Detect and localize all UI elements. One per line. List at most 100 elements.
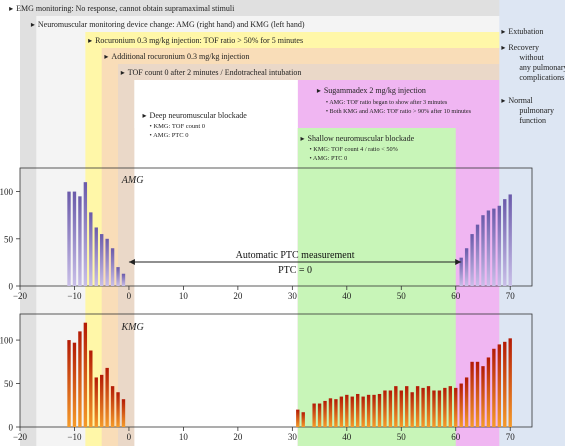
x-tick-label: 60 <box>451 432 461 442</box>
bar <box>83 182 88 286</box>
amg-panel: AMG 0 50 100 −20 −10 0 10 20 30 40 50 60 70 Automatic … <box>0 167 533 301</box>
bar <box>503 341 507 427</box>
phase-label-bullet: ▸ <box>31 20 35 29</box>
bar <box>67 340 71 427</box>
x-tick-label: 20 <box>233 291 243 301</box>
sugammadex-bullet: ▸ <box>317 86 321 95</box>
bar <box>497 344 502 427</box>
sugammadex-item: • AMG: TOF ratio began to show after 3 m… <box>326 99 448 106</box>
bar <box>475 361 480 427</box>
bar <box>89 212 93 286</box>
bar <box>481 215 485 286</box>
bar <box>110 248 115 286</box>
bar <box>377 393 382 427</box>
bar <box>89 350 93 427</box>
bar <box>464 377 469 427</box>
phase-label-text: TOF count 0 after 2 minutes / Endotrache… <box>128 68 302 77</box>
bar <box>366 394 371 427</box>
phase-label: ▸ Additional rocuronium 0.3 mg/kg injecti… <box>104 52 249 61</box>
bar <box>388 390 393 427</box>
annotation-title: Automatic PTC measurement <box>236 250 355 261</box>
bar <box>100 374 104 427</box>
x-tick-label: 0 <box>127 432 132 442</box>
bar <box>301 412 305 427</box>
phase-labels: ▸ EMG monitoring: No response, cannot obt… <box>9 4 565 162</box>
annotation-subtitle: PTC = 0 <box>278 265 312 276</box>
phase-label: ▸ EMG monitoring: No response, cannot obt… <box>9 4 235 13</box>
plot-frame <box>19 167 533 287</box>
phase-label-bullet: ▸ <box>9 4 13 13</box>
bar <box>399 390 403 427</box>
bar <box>78 331 82 427</box>
x-tick-label: −10 <box>67 432 82 442</box>
bar <box>470 234 474 286</box>
x-tick-label: 70 <box>506 432 516 442</box>
bar <box>105 238 109 286</box>
outcome-line: Normal <box>508 96 533 105</box>
bar <box>394 386 398 427</box>
bar <box>345 394 349 427</box>
outcome-line: any pulmonary <box>519 63 565 72</box>
shallow-blockade-title: Shallow neuromuscular blockade <box>308 134 415 143</box>
x-tick-label: 40 <box>342 291 352 301</box>
bar <box>121 273 126 286</box>
sugammadex-title: Sugammadex 2 mg/kg injection <box>324 86 426 95</box>
shallow-blockade-region <box>297 128 456 446</box>
x-tick-label: 10 <box>179 432 189 442</box>
phase-backgrounds <box>20 0 565 446</box>
bar <box>121 399 126 427</box>
bar <box>503 199 507 286</box>
bar <box>432 390 436 427</box>
phase-label-text: EMG monitoring: No response, cannot obta… <box>16 4 235 13</box>
x-tick-label: 20 <box>233 432 243 442</box>
outcome-line: function <box>519 116 546 125</box>
shallow-blockade-item: • KMG: TOF count 4 / ratio < 50% <box>310 146 399 153</box>
bar <box>508 338 512 427</box>
bar <box>94 377 98 427</box>
bar <box>464 248 469 286</box>
plot-frame <box>19 313 533 428</box>
bar <box>372 394 376 427</box>
bar <box>67 191 71 286</box>
bar <box>312 403 316 427</box>
shallow-blockade-item: • AMG: PTC 0 <box>310 155 348 162</box>
x-tick-label: −20 <box>13 432 28 442</box>
bar <box>426 386 431 427</box>
bar <box>383 390 387 427</box>
bar <box>459 257 463 286</box>
bar <box>350 396 354 427</box>
panel-label: KMG <box>120 322 143 333</box>
outcome-line: Extubation <box>508 27 543 36</box>
bar <box>116 392 120 427</box>
bar <box>508 194 512 286</box>
bar <box>116 267 120 286</box>
bar <box>361 396 365 427</box>
bar <box>83 322 88 427</box>
bar <box>328 398 333 427</box>
bar <box>459 383 463 427</box>
x-tick-label: 50 <box>397 291 407 301</box>
deep-blockade-region <box>134 80 298 446</box>
x-tick-label: 60 <box>451 291 461 301</box>
bar <box>323 400 327 427</box>
bar <box>78 196 82 286</box>
bar <box>448 386 452 427</box>
y-tick-label: 50 <box>4 379 14 389</box>
bar <box>454 387 458 427</box>
outcome-line: Recovery <box>508 43 539 52</box>
outcome-line: without <box>519 53 544 62</box>
y-tick-label: 100 <box>0 187 14 197</box>
x-tick-label: 30 <box>288 432 298 442</box>
deep-blockade-bullet: ▸ <box>143 111 147 120</box>
bar <box>105 367 109 427</box>
bar <box>356 393 360 427</box>
bar <box>497 205 502 286</box>
y-tick-label: 50 <box>4 234 14 244</box>
x-tick-label: 50 <box>397 432 407 442</box>
bar <box>334 399 338 427</box>
y-tick-label: 100 <box>0 336 14 346</box>
x-tick-label: −10 <box>67 291 82 301</box>
outcome-item: ▸ Extubation <box>501 27 543 36</box>
